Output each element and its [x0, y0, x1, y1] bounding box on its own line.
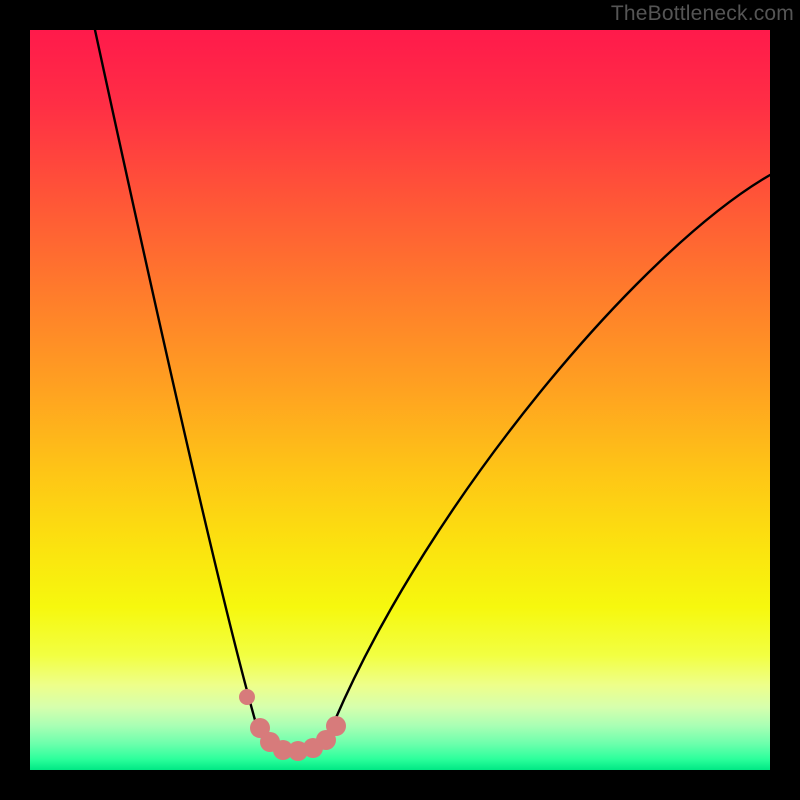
chart-overlay: [0, 0, 800, 800]
watermark-text: TheBottleneck.com: [611, 2, 794, 26]
chart-root: TheBottleneck.com: [0, 0, 800, 800]
